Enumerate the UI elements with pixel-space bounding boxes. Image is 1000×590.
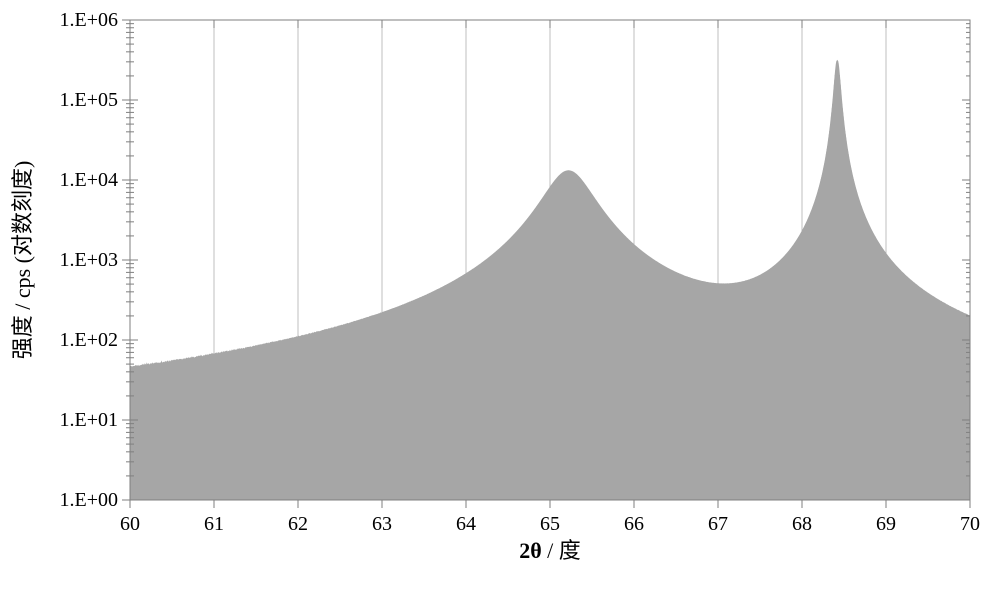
svg-text:69: 69 xyxy=(876,513,896,535)
svg-text:67: 67 xyxy=(708,513,728,535)
xrd-chart: 60 61 62 63 64 65 66 67 68 69 70 2θ / 度 1.E+00 1.E+01… xyxy=(0,0,1000,590)
svg-text:1.E+00: 1.E+00 xyxy=(60,489,119,511)
svg-text:68: 68 xyxy=(792,513,812,535)
svg-text:1.E+03: 1.E+03 xyxy=(60,249,119,271)
svg-text:2θ / 度: 2θ / 度 xyxy=(519,538,581,563)
svg-text:62: 62 xyxy=(288,513,308,535)
svg-text:1.E+05: 1.E+05 xyxy=(60,89,119,111)
chart-svg: 60 61 62 63 64 65 66 67 68 69 70 2θ / 度 1.E+00 1.E+01… xyxy=(0,0,1000,590)
svg-text:60: 60 xyxy=(120,513,140,535)
svg-text:61: 61 xyxy=(204,513,224,535)
svg-text:63: 63 xyxy=(372,513,392,535)
svg-text:1.E+02: 1.E+02 xyxy=(60,329,119,351)
svg-text:1.E+01: 1.E+01 xyxy=(60,409,119,431)
svg-text:1.E+04: 1.E+04 xyxy=(60,169,119,191)
svg-text:1.E+06: 1.E+06 xyxy=(60,9,119,31)
svg-text:强度 / cps (对数刻度): 强度 / cps (对数刻度) xyxy=(10,161,35,360)
svg-text:64: 64 xyxy=(456,513,476,535)
svg-text:65: 65 xyxy=(540,513,560,535)
svg-text:70: 70 xyxy=(960,513,980,535)
svg-text:66: 66 xyxy=(624,513,644,535)
